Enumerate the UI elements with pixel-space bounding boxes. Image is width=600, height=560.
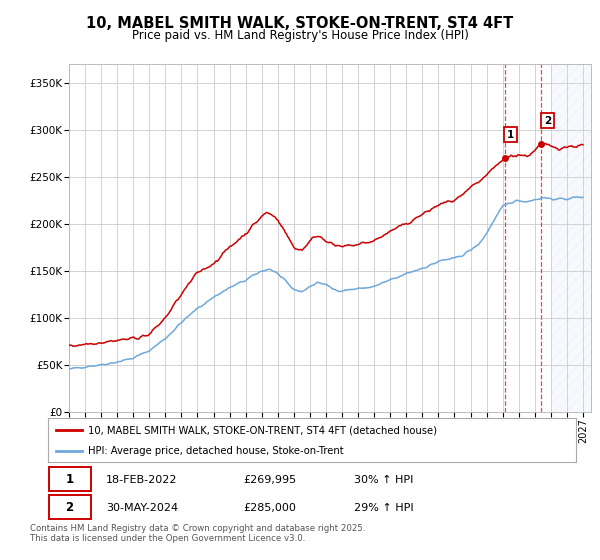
FancyBboxPatch shape	[49, 467, 91, 491]
Text: 30-MAY-2024: 30-MAY-2024	[106, 503, 178, 512]
Text: 2: 2	[65, 501, 74, 514]
Text: 1: 1	[507, 129, 514, 139]
Text: 10, MABEL SMITH WALK, STOKE-ON-TRENT, ST4 4FT (detached house): 10, MABEL SMITH WALK, STOKE-ON-TRENT, ST…	[88, 425, 437, 435]
Text: Price paid vs. HM Land Registry's House Price Index (HPI): Price paid vs. HM Land Registry's House …	[131, 29, 469, 42]
Bar	[551, 64, 591, 412]
FancyBboxPatch shape	[49, 495, 91, 519]
Text: 1: 1	[65, 473, 74, 486]
Text: 29% ↑ HPI: 29% ↑ HPI	[354, 503, 414, 512]
Text: Contains HM Land Registry data © Crown copyright and database right 2025.
This d: Contains HM Land Registry data © Crown c…	[30, 524, 365, 543]
Text: 10, MABEL SMITH WALK, STOKE-ON-TRENT, ST4 4FT: 10, MABEL SMITH WALK, STOKE-ON-TRENT, ST…	[86, 16, 514, 31]
Text: 30% ↑ HPI: 30% ↑ HPI	[354, 475, 413, 484]
Text: £269,995: £269,995	[244, 475, 296, 484]
Text: 18-FEB-2022: 18-FEB-2022	[106, 475, 178, 484]
Text: HPI: Average price, detached house, Stoke-on-Trent: HPI: Average price, detached house, Stok…	[88, 446, 343, 456]
Text: 2: 2	[544, 115, 551, 125]
Text: £285,000: £285,000	[244, 503, 296, 512]
